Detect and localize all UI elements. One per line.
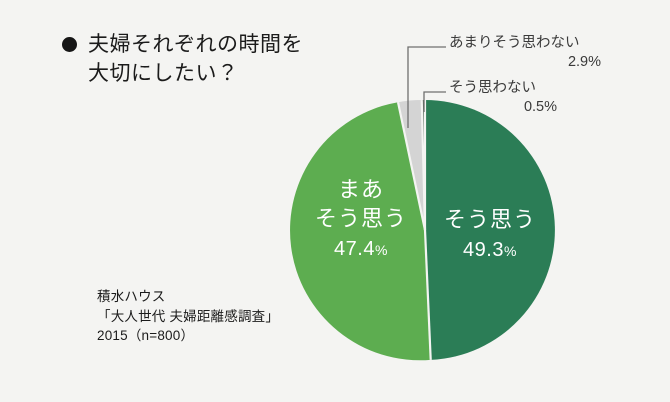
slice-label-agree-unit: % <box>503 243 517 259</box>
slice-label-agree-value: 49.3% <box>430 236 550 266</box>
bullet-dot-icon <box>62 37 77 52</box>
callout-label-not-really: あまりそう思わない <box>449 35 580 51</box>
source-attribution: 積水ハウス 「大人世代 夫婦距離感調査」 2015（n=800） <box>97 287 279 346</box>
leader-line-disagree <box>423 91 446 112</box>
callout-value-not-really: 2.9% <box>567 54 601 70</box>
slice-label-somewhat-agree: まあ そう思う 47.4% <box>300 175 422 265</box>
page-title: 夫婦それぞれの時間を 大切にしたい？ <box>62 30 362 88</box>
slice-label-agree-number: 49.3 <box>463 239 504 261</box>
title-text-line-2: 大切にしたい？ <box>88 62 239 85</box>
pie-slice-somewhat-agree <box>290 102 431 361</box>
slice-label-somewhat-agree-name-2: そう思う <box>314 206 407 231</box>
slice-label-agree-name: そう思う <box>443 207 536 232</box>
slice-label-somewhat-agree-unit: % <box>374 242 388 258</box>
callout-value-disagree: 0.5% <box>523 99 557 115</box>
title-text-line-1: 夫婦それぞれの時間を <box>88 33 303 56</box>
slice-label-agree: そう思う 49.3% <box>430 205 550 266</box>
pie-slice-separators <box>396 100 432 360</box>
source-line-2: 「大人世代 夫婦距離感調査」 <box>97 308 280 324</box>
pie-slice-agree <box>425 100 555 360</box>
source-line-1: 積水ハウス <box>97 289 166 304</box>
leader-line-not-really <box>407 46 446 128</box>
slice-label-somewhat-agree-value: 47.4% <box>300 235 422 265</box>
callout-label-disagree: そう思わない <box>449 80 536 96</box>
title-row-primary: 夫婦それぞれの時間を <box>62 30 362 59</box>
callout-disagree: そう思わない 0.5% <box>449 79 557 117</box>
slice-label-somewhat-agree-name-1: まあ <box>337 177 384 202</box>
source-line-3: 2015（n=800） <box>97 328 195 343</box>
slice-label-somewhat-agree-number: 47.4 <box>334 238 375 260</box>
callout-not-really: あまりそう思わない 2.9% <box>449 34 601 72</box>
